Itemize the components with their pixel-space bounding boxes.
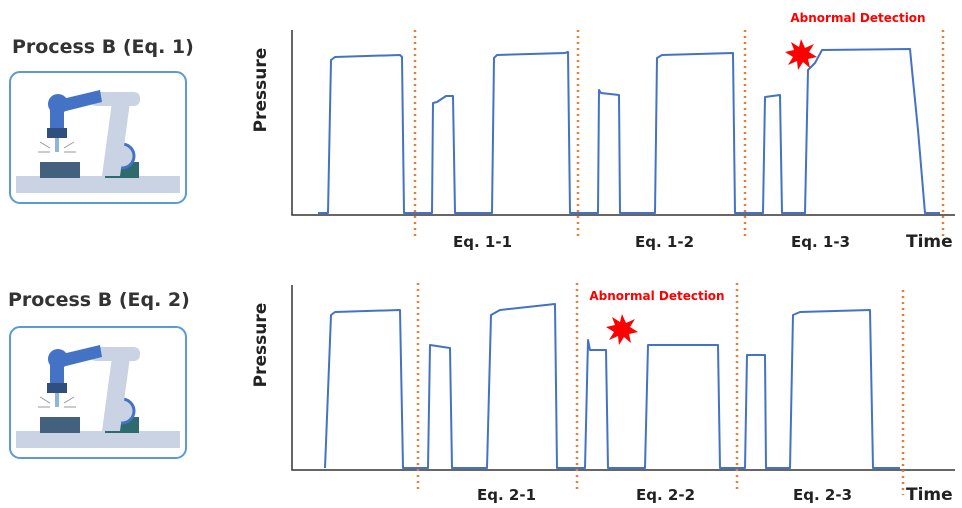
alert-star xyxy=(606,314,638,345)
robot-icon xyxy=(8,325,188,460)
robot-icon xyxy=(8,70,188,205)
segment-label: Eq. 1-1 xyxy=(453,233,512,251)
panel: Process B (Eq. 2) Pressure Time Eq. 2-1 … xyxy=(8,283,955,505)
pressure-curve xyxy=(318,48,940,214)
segment-label: Eq. 1-3 xyxy=(791,233,850,251)
x-label: Time xyxy=(906,232,953,252)
segment-label: Eq. 2-1 xyxy=(477,486,536,504)
axes xyxy=(291,285,955,471)
y-label: Pressure xyxy=(251,48,271,133)
panel-title: Process B (Eq. 2) xyxy=(8,289,190,311)
x-label: Time xyxy=(906,485,953,505)
annotation: Abnormal Detection xyxy=(790,11,925,25)
pressure-curve xyxy=(324,303,900,469)
segment-label: Eq. 2-3 xyxy=(793,486,852,504)
segment-label: Eq. 2-2 xyxy=(636,486,695,504)
axes xyxy=(291,30,955,216)
panel: Process B (Eq. 1) Pressure Time Eq. 1-1 … xyxy=(8,11,955,252)
panel-title: Process B (Eq. 1) xyxy=(12,36,194,58)
segment-label: Eq. 1-2 xyxy=(635,233,694,251)
y-label: Pressure xyxy=(251,303,271,388)
annotation: Abnormal Detection xyxy=(589,289,724,303)
